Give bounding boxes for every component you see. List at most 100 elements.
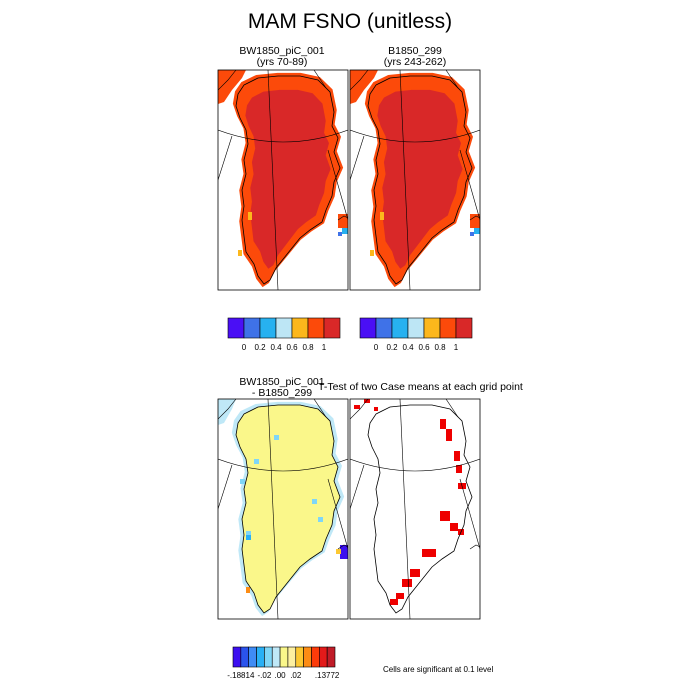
- colorbar-swatch: [264, 646, 273, 668]
- colorbar-tick-label: 0.4: [270, 343, 282, 352]
- panel2-title: B1850_299 (yrs 243-262): [383, 45, 447, 68]
- coast-patch: [470, 214, 480, 228]
- snow-cell-yellow: [380, 212, 384, 220]
- meridian-line: [399, 70, 411, 290]
- colorbar-tick-label: .13772: [315, 671, 340, 680]
- coast-patch-blue: [474, 228, 480, 234]
- colorbar-swatch: [307, 317, 325, 339]
- meridian-line: [459, 149, 480, 221]
- coast-patch-blue: [470, 232, 474, 236]
- panel-frame: [217, 69, 349, 291]
- colorbar-swatch: [375, 317, 393, 339]
- diff-cell-gold: [336, 549, 341, 554]
- coastline-iceland: [337, 215, 348, 221]
- colorbar-tick-label: 0.8: [302, 343, 314, 352]
- colorbar-tick-label: 0.2: [254, 343, 266, 352]
- coastline: [235, 404, 341, 614]
- diff-cell-blue: [246, 535, 251, 540]
- significant-cell: [422, 549, 436, 557]
- significant-cell: [446, 429, 452, 441]
- significant-cell: [374, 407, 378, 411]
- colorbar-2: [359, 317, 473, 339]
- figure-title: MAM FSNO (unitless): [247, 10, 453, 33]
- meridian-line: [327, 478, 348, 550]
- colorbar-swatch: [311, 646, 320, 668]
- colorbar-tick-label: .02: [290, 671, 302, 680]
- colorbar-3: [232, 646, 336, 668]
- colorbar-swatch: [271, 646, 281, 668]
- meridian-line: [218, 464, 233, 510]
- latitude-line: [218, 458, 348, 472]
- coastline-ellesmere: [350, 70, 369, 91]
- meridian-line: [327, 149, 348, 221]
- significant-cell: [402, 579, 412, 587]
- significant-cell: [354, 405, 360, 409]
- colorbar-swatch: [455, 317, 473, 339]
- colorbar-swatch: [359, 317, 377, 339]
- coastline: [367, 75, 473, 285]
- coastline: [235, 75, 341, 285]
- colorbar-swatch: [287, 646, 297, 668]
- colorbar-tick-label: 1: [322, 343, 327, 352]
- snow-cell-yellow: [248, 212, 252, 220]
- edge-ice: [218, 70, 246, 104]
- colorbar-tick-label: 0.4: [402, 343, 414, 352]
- significant-cell: [440, 419, 446, 429]
- meridian-line: [313, 70, 327, 89]
- significant-cell: [390, 599, 398, 605]
- diff-cell-blue: [254, 459, 259, 464]
- colorbar-swatch: [291, 317, 309, 339]
- map-panel-4: [349, 398, 481, 620]
- colorbar-swatch: [326, 646, 336, 668]
- colorbar-swatch: [303, 646, 312, 668]
- map-panel-1: [217, 69, 349, 291]
- colorbar-swatch: [275, 317, 293, 339]
- significant-cell: [450, 523, 458, 531]
- panel-frame: [349, 69, 481, 291]
- latitude-line: [350, 458, 480, 472]
- edge-ice: [350, 70, 378, 104]
- colorbar-swatch: [227, 317, 245, 339]
- colorbar-tick-label: -.18814: [227, 671, 255, 680]
- coastline-ellesmere: [350, 399, 369, 420]
- map-panel-3: [217, 398, 349, 620]
- colorbar-swatch: [248, 646, 257, 668]
- significant-cell: [456, 465, 462, 473]
- coast-patch: [338, 214, 348, 228]
- significant-cell: [364, 399, 370, 403]
- colorbar-swatch: [279, 646, 289, 668]
- meridian-line: [218, 135, 233, 181]
- diff-cell-blue: [240, 479, 245, 484]
- diff-cell-blue: [274, 435, 279, 440]
- colorbar-swatch: [240, 646, 249, 668]
- colorbar-tick-label: 0.2: [386, 343, 398, 352]
- coastline-iceland: [469, 215, 480, 221]
- meridian-line: [350, 464, 365, 510]
- colorbar-swatch: [319, 646, 328, 668]
- edge-light-blue: [218, 399, 236, 425]
- coastline-iceland: [469, 544, 480, 550]
- diff-interior-yellow: [236, 405, 340, 613]
- colorbar-swatch: [323, 317, 341, 339]
- diff-cell-deepblue: [340, 545, 348, 559]
- colorbar-swatch: [407, 317, 425, 339]
- colorbar-swatch: [256, 646, 265, 668]
- panel-frame: [217, 398, 349, 620]
- snow-cell-yellow: [370, 250, 374, 256]
- diff-cell-blue: [318, 517, 323, 522]
- meridian-line: [459, 478, 480, 550]
- diff-cell-blue: [312, 499, 317, 504]
- significant-cell: [440, 511, 450, 521]
- significant-cell: [454, 451, 460, 461]
- latitude-line: [350, 129, 480, 143]
- meridian-line: [313, 399, 327, 418]
- significant-cell: [396, 593, 404, 599]
- colorbar-swatch: [439, 317, 457, 339]
- panel1-title: BW1850_piC_001 (yrs 70-89): [239, 45, 325, 68]
- meridian-line: [267, 399, 279, 619]
- coast-patch-blue: [338, 232, 342, 236]
- colorbar-swatch: [243, 317, 261, 339]
- significant-cell: [410, 569, 420, 577]
- panel4-title: T-Test of two Case means at each grid po…: [318, 381, 523, 393]
